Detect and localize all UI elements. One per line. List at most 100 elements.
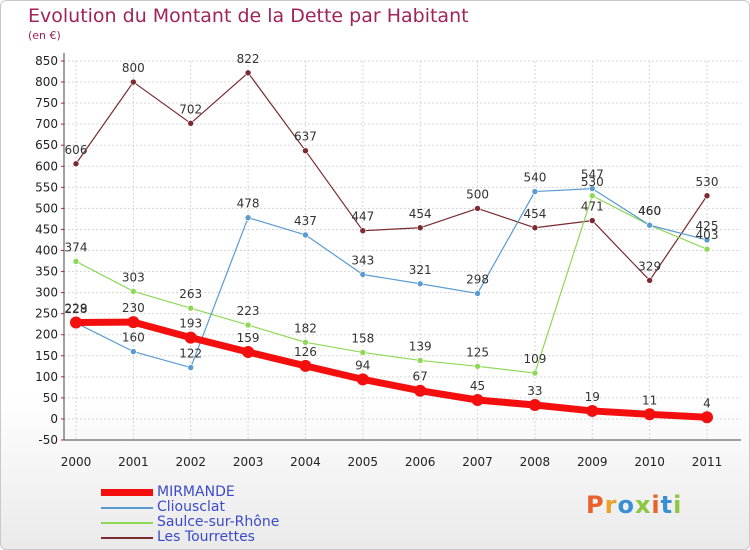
data-label: 454 [409,207,432,221]
x-tick-label: 2005 [348,455,379,469]
data-point [703,245,711,253]
data-label: 403 [696,228,719,242]
legend-label: Cliousclat [157,499,225,515]
data-label: 182 [294,321,317,335]
data-point [586,404,599,417]
logo-letter: r [604,491,618,519]
x-tick-label: 2001 [118,455,149,469]
data-label: 343 [351,254,374,268]
data-label: 109 [523,352,546,366]
data-label: 447 [351,210,374,224]
y-tick-label: 500 [35,201,58,215]
data-label: 229 [65,302,88,316]
legend-swatch [101,489,153,496]
data-label: 126 [294,345,317,359]
data-label: 500 [466,187,489,201]
x-tick-label: 2006 [405,455,436,469]
data-point [531,188,539,195]
data-label: 33 [527,384,542,398]
data-label: 437 [294,214,317,228]
y-tick-label: 150 [35,349,58,363]
data-point [474,363,481,370]
logo-letter: i [651,491,661,519]
y-tick-label: 750 [35,96,58,110]
data-label: 425 [696,219,719,233]
data-point [356,373,369,386]
data-label: 139 [409,339,432,353]
data-label: 374 [65,240,88,254]
data-point [416,280,424,288]
y-tick-label: 800 [35,75,58,89]
data-point [703,236,711,244]
data-label: 530 [581,175,604,189]
data-point [187,364,195,371]
data-point [416,224,424,232]
x-tick-label: 2002 [175,455,206,469]
data-point [187,304,195,312]
data-label: 321 [409,263,432,277]
data-label: 540 [523,171,546,185]
x-tick-label: 2009 [577,455,608,469]
gridlines [64,60,741,441]
series [70,69,713,424]
proxiti-logo: Proxiti [586,491,682,519]
legend-item: Les Tourrettes [101,530,279,545]
data-point [242,345,255,358]
data-point [184,331,197,344]
data-point [72,258,80,265]
data-point [302,231,309,239]
data-label: 460 [638,204,661,218]
series-line [75,187,708,369]
data-label: 158 [351,331,374,345]
data-label: 454 [523,207,546,221]
data-point [299,359,312,372]
y-tick-label: 100 [35,370,58,384]
data-point [646,277,653,284]
data-point [643,408,656,421]
y-tick-label: 400 [35,244,58,258]
data-point [70,316,82,329]
y-tick-label: 350 [35,265,58,279]
legend-item: MIRMANDE [101,485,279,500]
data-label: 822 [237,52,260,66]
data-label: 702 [179,102,202,116]
data-label: 19 [585,390,600,404]
series-line [75,195,708,374]
data-label: 11 [642,393,657,407]
data-point [302,147,309,154]
data-point [588,185,596,192]
legend-swatch [101,536,153,539]
data-label: 230 [122,301,145,315]
data-label: 94 [355,358,370,372]
x-tick-label: 2011 [692,455,723,469]
legend-swatch [101,521,153,524]
data-label: 228 [65,302,88,316]
x-tick-label: 2004 [290,455,321,469]
y-tick-label: 850 [35,54,58,68]
legend-item: Cliousclat [101,500,279,515]
y-tick-label: 700 [35,117,58,131]
axes: -50 0 50 100 150 200 250 300 350 400 450 500 550 600 6… [35,53,741,469]
data-point [302,339,309,346]
data-point [72,160,80,168]
logo-letter: i [673,491,683,519]
x-tick-label: 2010 [634,455,665,469]
y-tick-label: 450 [35,222,58,236]
data-label: 478 [237,197,260,211]
y-tick-label: 50 [43,391,58,405]
data-label: 530 [696,175,719,189]
data-point [187,120,195,127]
logo-letter: x [634,491,652,519]
y-unit-label: (en €) [28,29,61,42]
data-point [130,288,137,295]
data-point [528,399,541,412]
data-label: 298 [466,272,489,286]
x-tick-label: 2007 [462,455,493,469]
data-point [471,393,484,406]
data-point [531,369,539,377]
data-point [531,224,539,232]
y-tick-label: 600 [35,159,58,173]
data-label: 460 [638,204,661,218]
chart-title: Evolution du Montant de la Dette par Hab… [28,5,469,27]
